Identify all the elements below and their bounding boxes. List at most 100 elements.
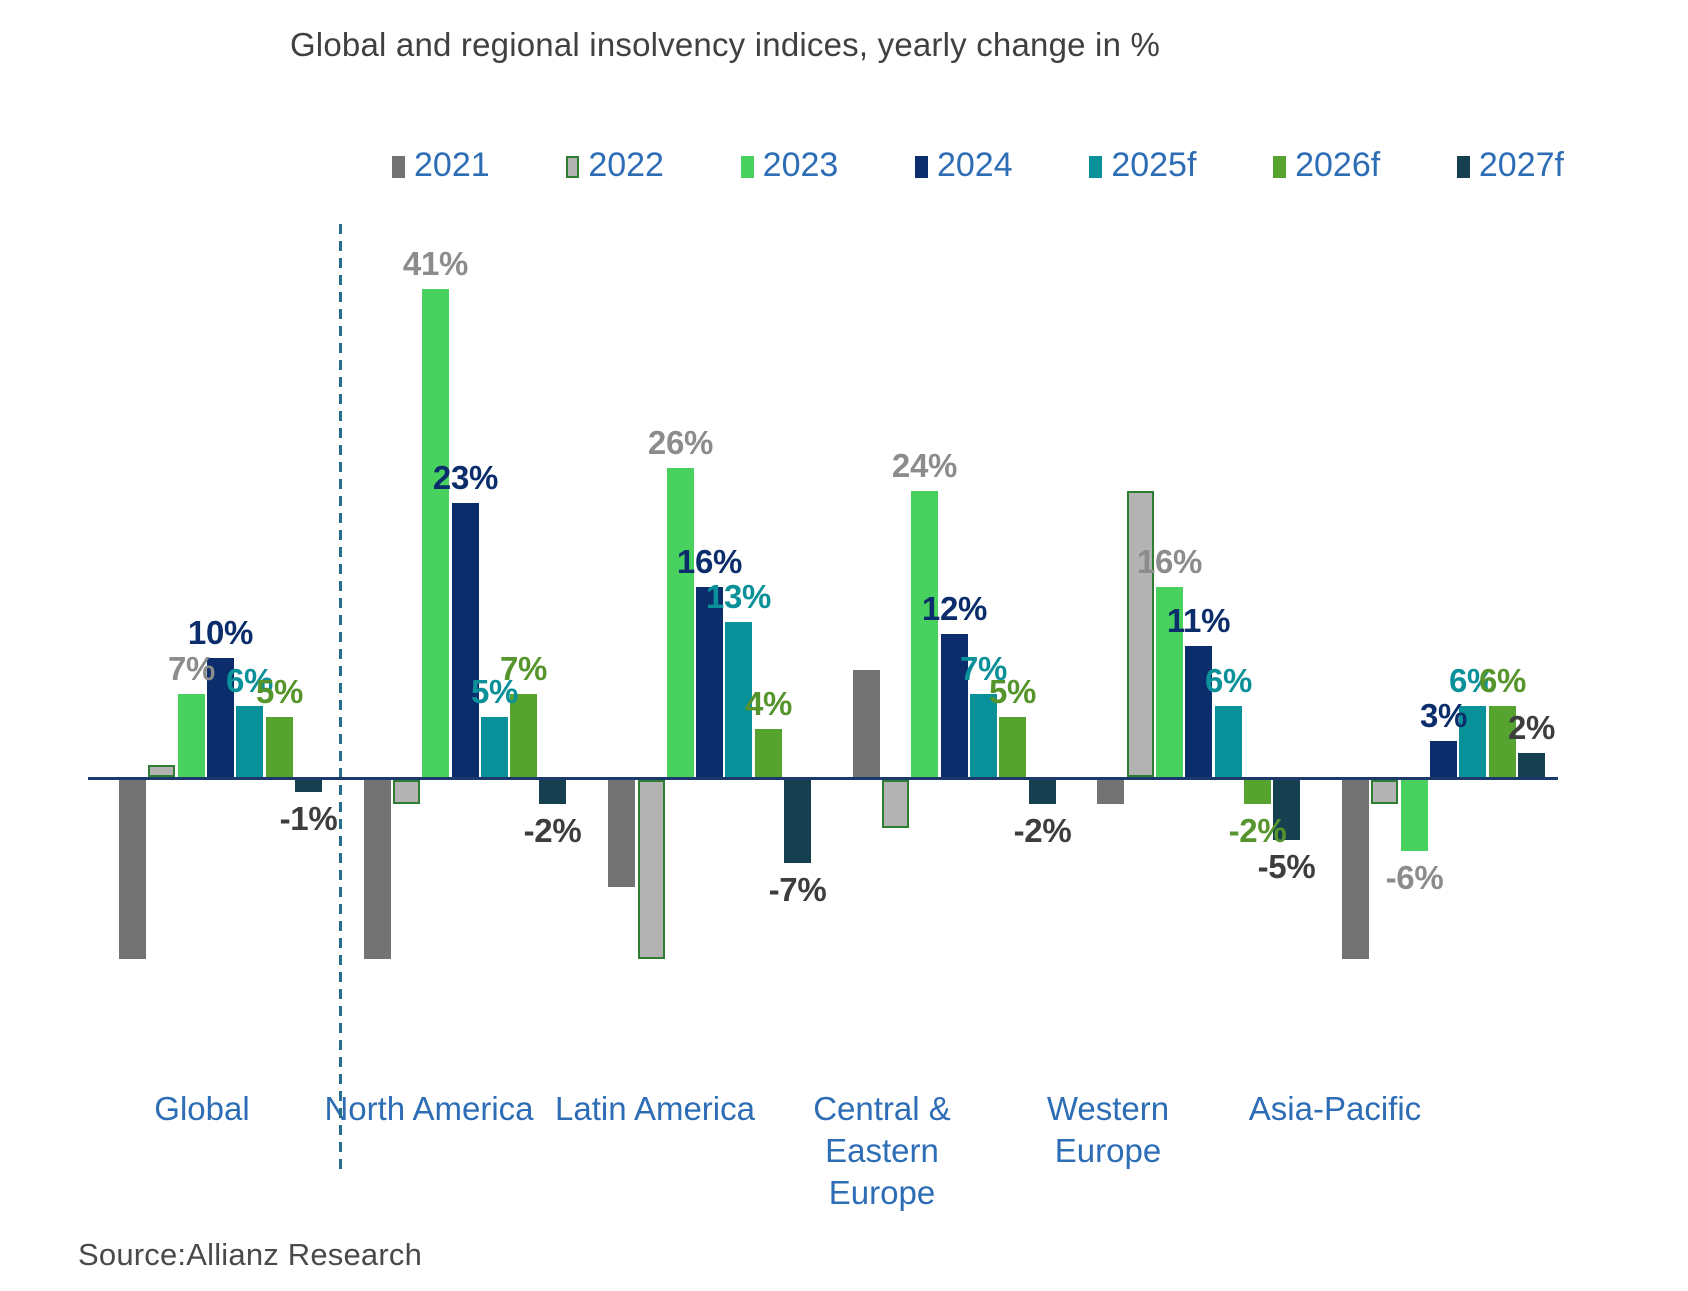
bar-2023-global — [178, 694, 205, 777]
value-label-2025f-asia-pacific: 6% — [1448, 662, 1497, 699]
legend-swatch-2024 — [914, 155, 928, 178]
bar-2023-central-eastern-europe — [911, 491, 938, 777]
legend-label-2025f: 2025f — [1111, 146, 1197, 184]
category-label-asia-pacific: Asia-Pacific — [1248, 1090, 1422, 1127]
legend-swatch-2027f — [1456, 155, 1470, 178]
category-label-latin-america: Latin America — [555, 1090, 755, 1127]
bar-2023-asia-pacific — [1401, 780, 1428, 851]
legend-item-2022: 2022 — [566, 148, 664, 182]
value-label-2025f-north-america: 5% — [470, 673, 519, 710]
bar-2021-latin-america — [608, 780, 635, 887]
bar-2024-latin-america — [696, 587, 723, 777]
bar-2025f-western-europe — [1215, 706, 1242, 777]
bar-2026f-north-america — [510, 694, 537, 777]
value-label-2025f-latin-america: 13% — [705, 578, 772, 615]
value-label-2026f-western-europe: -2% — [1228, 812, 1287, 849]
value-label-2023-western-europe: 16% — [1136, 543, 1203, 580]
value-label-2024-latin-america: 16% — [676, 543, 743, 580]
value-label-2024-north-america: 23% — [432, 459, 499, 496]
bar-2022-western-europe — [1127, 491, 1154, 777]
category-label-central-eastern-europe: Central & Eastern Europe — [813, 1090, 951, 1212]
legend-item-2021: 2021 — [392, 148, 490, 182]
bar-2024-western-europe — [1185, 646, 1212, 777]
value-label-2023-latin-america: 26% — [647, 424, 714, 461]
global-regions-separator-dashed-line — [339, 224, 342, 1172]
bar-2026f-central-eastern-europe — [999, 717, 1026, 777]
bar-2021-global — [119, 780, 146, 959]
bar-2025f-asia-pacific — [1459, 706, 1486, 777]
bar-2027f-asia-pacific — [1518, 753, 1545, 777]
legend-item-2027f: 2027f — [1456, 146, 1564, 184]
legend-swatch-2023 — [740, 155, 754, 178]
bar-2024-asia-pacific — [1430, 741, 1457, 777]
legend-label-2021: 2021 — [414, 146, 490, 184]
value-label-2026f-global: 5% — [255, 673, 304, 710]
bar-2026f-latin-america — [755, 729, 782, 777]
value-label-2023-north-america: 41% — [402, 245, 469, 282]
value-label-2024-global: 10% — [187, 614, 254, 651]
value-label-2024-western-europe: 11% — [1166, 602, 1231, 639]
bar-2021-asia-pacific — [1342, 780, 1369, 959]
bar-2023-western-europe — [1156, 587, 1183, 777]
value-label-2026f-central-eastern-europe: 5% — [988, 673, 1037, 710]
value-label-2026f-north-america: 7% — [499, 650, 548, 687]
value-label-2026f-asia-pacific: 6% — [1478, 662, 1527, 699]
legend-swatch-2025f — [1089, 155, 1103, 178]
value-label-2024-central-eastern-europe: 12% — [921, 590, 988, 627]
value-label-2025f-central-eastern-europe: 7% — [959, 650, 1008, 687]
value-label-2023-global: 7% — [167, 650, 216, 687]
category-label-global: Global — [154, 1090, 250, 1127]
bar-2026f-global — [266, 717, 293, 777]
bar-2025f-north-america — [481, 717, 508, 777]
bar-2027f-north-america — [539, 780, 566, 804]
bar-2027f-latin-america — [784, 780, 811, 863]
value-label-2027f-global: -1% — [279, 800, 338, 837]
bar-2026f-asia-pacific — [1489, 706, 1516, 777]
bar-2024-north-america — [452, 503, 479, 777]
bar-2027f-central-eastern-europe — [1029, 780, 1056, 804]
legend-label-2024: 2024 — [936, 146, 1013, 184]
bar-2022-asia-pacific — [1371, 780, 1398, 804]
value-label-2027f-central-eastern-europe: -2% — [1013, 812, 1072, 849]
bar-2023-latin-america — [667, 468, 694, 777]
bar-2025f-central-eastern-europe — [970, 694, 997, 777]
bar-2022-central-eastern-europe — [882, 780, 909, 828]
value-label-2027f-latin-america: -7% — [768, 871, 827, 908]
bar-2023-north-america — [422, 289, 449, 777]
legend-item-2026f: 2026f — [1273, 148, 1380, 182]
value-label-2027f-asia-pacific: 2% — [1507, 709, 1556, 746]
legend: 2021 2022 2023 2024 2025f 2026f 2027f — [392, 148, 1564, 182]
bar-2021-western-europe — [1097, 780, 1124, 804]
bar-2027f-western-europe — [1273, 780, 1300, 840]
value-label-2026f-latin-america: 4% — [744, 685, 793, 722]
legend-label-2022: 2022 — [588, 146, 664, 184]
x-axis-baseline — [88, 777, 1558, 780]
bar-2025f-latin-america — [725, 622, 752, 777]
legend-swatch-2021 — [392, 155, 405, 178]
bar-2027f-global — [295, 780, 322, 792]
legend-swatch-2026f — [1273, 155, 1287, 178]
legend-label-2026f: 2026f — [1295, 146, 1381, 184]
bar-2026f-western-europe — [1244, 780, 1271, 804]
value-label-2025f-global: 6% — [225, 662, 274, 699]
value-label-2025f-western-europe: 6% — [1204, 662, 1253, 699]
bar-2024-central-eastern-europe — [941, 634, 968, 777]
bar-2022-latin-america — [638, 780, 665, 959]
bar-2024-global — [207, 658, 234, 777]
legend-item-2024: 2024 — [914, 146, 1013, 184]
legend-swatch-2022 — [566, 155, 580, 178]
category-label-western-europe: Western Europe — [1046, 1090, 1170, 1170]
legend-label-2027f: 2027f — [1478, 146, 1564, 184]
value-label-2023-central-eastern-europe: 24% — [891, 447, 958, 484]
chart-title: Global and regional insolvency indices, … — [289, 26, 1161, 63]
bar-2021-central-eastern-europe — [853, 670, 880, 777]
bar-2025f-global — [236, 706, 263, 777]
legend-item-2025f: 2025f — [1089, 148, 1196, 182]
bar-2022-global — [148, 765, 175, 777]
value-label-2027f-north-america: -2% — [523, 812, 582, 849]
value-label-2027f-western-europe: -5% — [1257, 848, 1316, 885]
value-label-2023-asia-pacific: -6% — [1385, 859, 1444, 896]
legend-item-2023: 2023 — [740, 148, 838, 182]
